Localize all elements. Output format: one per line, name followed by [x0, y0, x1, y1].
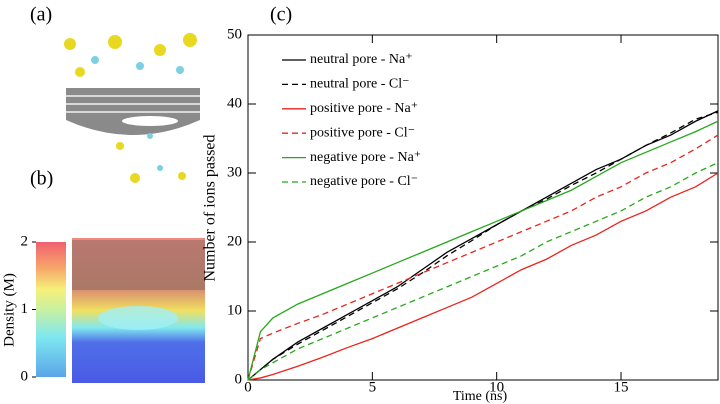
molecular-image [64, 33, 200, 183]
panel-label: (a) [30, 4, 52, 26]
density-map [72, 238, 205, 383]
chart-title: (c) [270, 4, 292, 26]
series-line [247, 111, 719, 381]
legend-label: positive pore - Cl⁻ [310, 125, 415, 140]
x-tick-label: 5 [369, 379, 377, 395]
x-tick-label: 10 [489, 379, 504, 395]
legend-label: negative pore - Na⁺ [310, 150, 421, 165]
colorbar-tick-label: 0 [21, 368, 29, 384]
y-tick-label: 20 [227, 233, 242, 249]
legend-label: neutral pore - Na⁺ [310, 52, 413, 67]
y-axis-label: Number of ions passed [202, 134, 219, 281]
x-tick-label: 0 [244, 379, 252, 395]
y-tick-label: 50 [227, 26, 242, 42]
y-tick-label: 30 [227, 164, 242, 180]
legend-label: negative pore - Cl⁻ [310, 174, 418, 189]
series-line [247, 120, 719, 381]
y-tick-label: 0 [235, 371, 243, 387]
series-line [247, 134, 719, 381]
series-line [247, 172, 719, 381]
legend-label: positive pore - Na⁺ [310, 101, 418, 116]
colorbar-tick-label: 1 [21, 301, 29, 317]
x-axis-label: Time (ns) [453, 389, 508, 404]
plot-frame [247, 34, 719, 381]
colorbar [36, 242, 66, 377]
x-tick-label: 15 [614, 379, 629, 395]
colorbar-tick-label: 2 [21, 233, 29, 249]
y-tick-label: 40 [227, 95, 242, 111]
y-tick-label: 10 [227, 302, 242, 318]
legend-label: neutral pore - Cl⁻ [310, 77, 410, 92]
colorbar-label: Density (M) [1, 273, 17, 347]
series-line [247, 162, 719, 381]
panel-label: (b) [30, 168, 53, 190]
